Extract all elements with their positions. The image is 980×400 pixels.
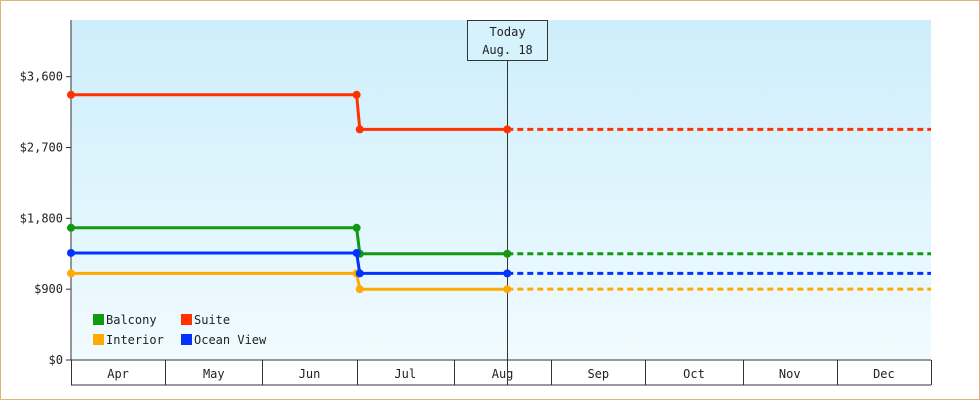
today-label: Today	[489, 25, 525, 39]
today-marker: Today Aug. 18	[467, 20, 548, 385]
series-line-balcony	[71, 226, 508, 256]
x-tick-label: Jul	[394, 367, 416, 381]
series-point-ocean-view	[352, 248, 361, 257]
legend-swatch-interior	[93, 334, 104, 345]
plot-background	[71, 20, 931, 360]
series-point-interior	[67, 269, 75, 278]
x-tick-label: Sep	[587, 367, 609, 381]
y-tick-label: $2,700	[20, 141, 63, 155]
x-tick-label: Dec	[873, 367, 895, 381]
today-callout-box	[467, 20, 548, 61]
legend-swatch-suite	[181, 314, 192, 325]
legend-label-interior: Interior	[106, 333, 164, 347]
legend-label-ocean-view: Ocean View	[194, 333, 267, 347]
legend-swatch-ocean-view	[181, 334, 192, 345]
series-point-balcony	[67, 223, 75, 232]
series-point-suite	[503, 125, 512, 134]
series-suite	[67, 90, 931, 134]
series-layer	[67, 90, 931, 294]
series-balcony	[67, 223, 931, 258]
series-point-interior	[355, 285, 364, 294]
series-point-balcony	[503, 249, 512, 258]
legend: Balcony Suite Interior Ocean View	[93, 313, 267, 347]
series-point-balcony	[352, 223, 361, 232]
series-point-suite	[355, 125, 364, 134]
y-axis: $0 $900 $1,800 $2,700 $3,600	[20, 20, 72, 367]
series-line-suite	[71, 93, 508, 131]
x-tick-label: Apr	[107, 367, 129, 381]
series-point-ocean-view	[67, 248, 75, 257]
legend-label-balcony: Balcony	[106, 313, 157, 327]
legend-label-suite: Suite	[194, 313, 230, 327]
series-point-interior	[503, 285, 512, 294]
x-tick-label: May	[203, 367, 225, 381]
today-date-label: Aug. 18	[482, 43, 533, 57]
y-tick-label: $1,800	[20, 211, 63, 225]
series-point-suite	[67, 90, 75, 99]
series-line-ocean-view	[71, 251, 508, 275]
y-tick-label: $0	[49, 353, 63, 367]
legend-swatch-balcony	[93, 314, 104, 325]
series-point-ocean-view	[503, 269, 512, 278]
x-axis: Apr May Jun Jul Aug Sep Oct Nov Dec	[71, 359, 932, 386]
x-tick-label: Oct	[683, 367, 705, 381]
y-tick-label: $3,600	[20, 70, 63, 84]
series-ocean-view	[67, 248, 931, 278]
series-point-ocean-view	[355, 269, 364, 278]
x-tick-label: Nov	[779, 367, 801, 381]
series-line-interior	[71, 271, 508, 291]
series-point-suite	[352, 90, 361, 99]
x-tick-label: Aug	[492, 367, 514, 381]
y-tick-label: $900	[34, 282, 63, 296]
x-tick-label: Jun	[299, 367, 321, 381]
